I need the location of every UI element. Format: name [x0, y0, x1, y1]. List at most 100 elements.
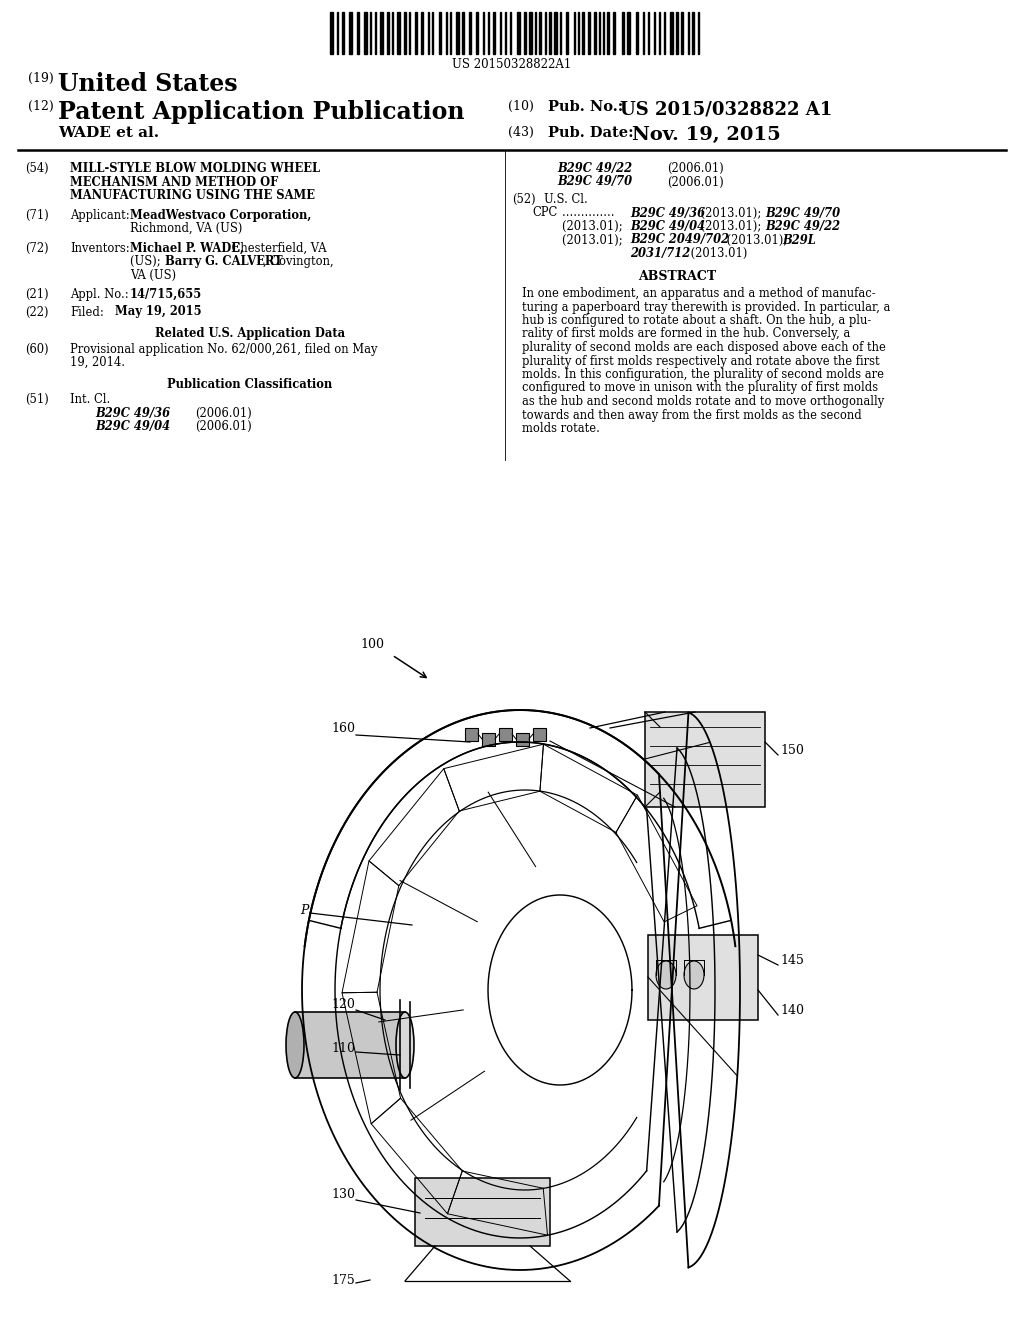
Text: Int. Cl.: Int. Cl.	[70, 393, 111, 407]
Text: 14/715,655: 14/715,655	[130, 288, 203, 301]
Bar	[415, 12, 417, 54]
Bar	[529, 12, 532, 54]
Ellipse shape	[684, 961, 705, 989]
Text: US 20150328822A1: US 20150328822A1	[453, 58, 571, 71]
Text: (US);: (US);	[130, 255, 164, 268]
Text: In one embodiment, an apparatus and a method of manufac-: In one embodiment, an apparatus and a me…	[522, 286, 876, 300]
Text: 175: 175	[331, 1274, 355, 1287]
Bar	[342, 12, 344, 54]
Text: Related U.S. Application Data: Related U.S. Application Data	[155, 327, 345, 341]
Text: Pub. Date:: Pub. Date:	[548, 125, 634, 140]
Bar	[387, 12, 389, 54]
Text: (21): (21)	[25, 288, 48, 301]
Ellipse shape	[396, 1012, 414, 1078]
Bar	[622, 12, 624, 54]
Text: P: P	[300, 903, 308, 916]
Text: 130: 130	[331, 1188, 355, 1201]
Bar	[364, 12, 367, 54]
Text: Patent Application Publication: Patent Application Publication	[58, 100, 465, 124]
Text: (51): (51)	[25, 393, 49, 407]
Text: (19): (19)	[28, 73, 53, 84]
Text: B29C 49/04: B29C 49/04	[95, 420, 170, 433]
Text: 2031/712: 2031/712	[630, 247, 690, 260]
Bar	[295, 1012, 406, 1078]
Bar	[645, 711, 765, 807]
Bar	[594, 12, 596, 54]
Text: 100: 100	[360, 638, 384, 651]
Bar	[648, 935, 758, 1020]
Text: B29C 49/36: B29C 49/36	[95, 407, 170, 420]
Bar	[539, 12, 541, 54]
Bar	[692, 12, 694, 54]
Bar	[588, 12, 590, 54]
Text: Provisional application No. 62/000,261, filed on May: Provisional application No. 62/000,261, …	[70, 342, 378, 355]
Bar	[670, 12, 673, 54]
Text: as the hub and second molds rotate and to move orthogonally: as the hub and second molds rotate and t…	[522, 395, 885, 408]
Bar	[462, 12, 464, 54]
Text: Richmond, VA (US): Richmond, VA (US)	[130, 222, 243, 235]
Text: Applicant:: Applicant:	[70, 209, 130, 222]
Bar	[493, 12, 495, 54]
Text: (10): (10)	[508, 100, 542, 114]
Text: B29C 49/22: B29C 49/22	[557, 162, 632, 176]
Text: 145: 145	[780, 953, 804, 966]
Text: Chesterfield, VA: Chesterfield, VA	[228, 242, 327, 255]
Bar	[524, 12, 526, 54]
Text: 160: 160	[331, 722, 355, 735]
Text: 110: 110	[331, 1041, 355, 1055]
Text: molds rotate.: molds rotate.	[522, 422, 600, 436]
Bar	[636, 12, 638, 54]
Bar	[439, 12, 441, 54]
Bar	[415, 1177, 550, 1246]
Text: (72): (72)	[25, 242, 48, 255]
Text: B29C 49/22: B29C 49/22	[765, 220, 840, 234]
Text: B29C 2049/702: B29C 2049/702	[630, 234, 729, 247]
Ellipse shape	[286, 1012, 304, 1078]
Text: (2013.01);: (2013.01);	[697, 220, 765, 234]
Text: US 2015/0328822 A1: US 2015/0328822 A1	[620, 100, 833, 117]
Bar	[465, 729, 478, 741]
Text: (2013.01);: (2013.01);	[723, 234, 791, 247]
Text: WADE et al.: WADE et al.	[58, 125, 159, 140]
Bar	[554, 12, 557, 54]
Bar	[681, 12, 683, 54]
Text: 140: 140	[780, 1003, 804, 1016]
Bar	[380, 12, 383, 54]
Text: ABSTRACT: ABSTRACT	[638, 271, 716, 284]
Text: Appl. No.:: Appl. No.:	[70, 288, 129, 301]
Text: 19, 2014.: 19, 2014.	[70, 356, 125, 370]
Text: configured to move in unison with the plurality of first molds: configured to move in unison with the pl…	[522, 381, 879, 395]
Text: VA (US): VA (US)	[130, 268, 176, 281]
Text: Publication Classification: Publication Classification	[167, 378, 333, 391]
Bar	[421, 12, 423, 54]
Text: B29C 49/36: B29C 49/36	[630, 206, 706, 219]
Text: (2013.01);: (2013.01);	[562, 234, 627, 247]
Text: (52): (52)	[512, 193, 536, 206]
Text: towards and then away from the first molds as the second: towards and then away from the first mol…	[522, 408, 862, 421]
Text: ..............: ..............	[562, 206, 618, 219]
Text: (12): (12)	[28, 100, 53, 114]
Bar	[566, 12, 568, 54]
Text: (2006.01): (2006.01)	[195, 420, 252, 433]
Bar	[534, 729, 546, 741]
Text: United States: United States	[58, 73, 238, 96]
Text: Michael P. WADE,: Michael P. WADE,	[130, 242, 244, 255]
Text: (2013.01): (2013.01)	[687, 247, 748, 260]
Text: MANUFACTURING USING THE SAME: MANUFACTURING USING THE SAME	[70, 189, 315, 202]
Text: , Covington,: , Covington,	[263, 255, 334, 268]
Bar	[469, 12, 471, 54]
Bar	[482, 733, 495, 746]
Bar	[330, 12, 333, 54]
Bar	[397, 12, 400, 54]
Ellipse shape	[656, 961, 676, 989]
Text: MeadWestvaco Corporation,: MeadWestvaco Corporation,	[130, 209, 311, 222]
Text: Inventors:: Inventors:	[70, 242, 130, 255]
Text: B29C 49/70: B29C 49/70	[765, 206, 840, 219]
Bar	[499, 729, 512, 741]
Text: B29C 49/70: B29C 49/70	[557, 176, 632, 189]
Text: Barry G. CALVERT: Barry G. CALVERT	[165, 255, 283, 268]
Bar	[607, 12, 609, 54]
Bar	[582, 12, 584, 54]
Bar	[516, 733, 529, 746]
Text: (60): (60)	[25, 342, 48, 355]
